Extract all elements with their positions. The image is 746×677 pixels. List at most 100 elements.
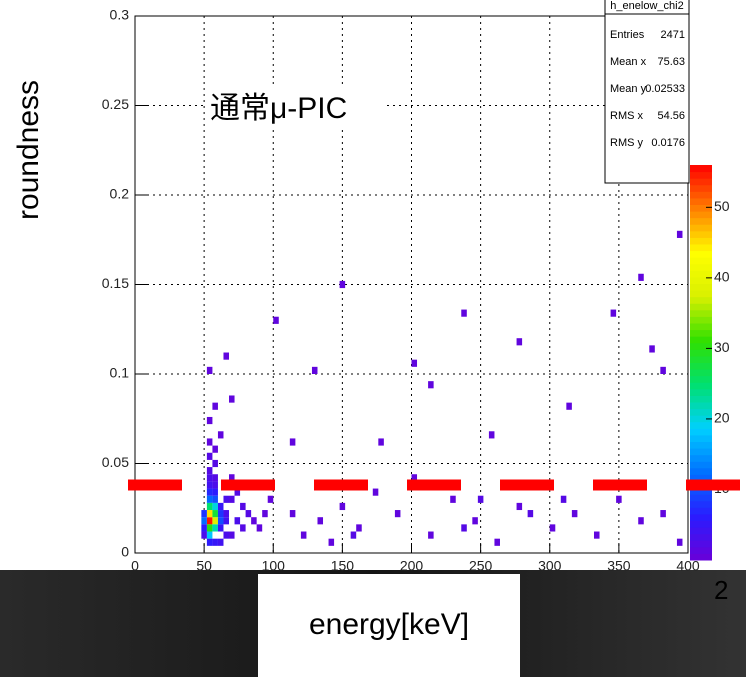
colorbar-segment xyxy=(690,303,712,311)
heatmap-cell xyxy=(251,517,257,525)
stats-name: Entries xyxy=(610,29,645,41)
colorbar-tick-label: 20 xyxy=(714,410,730,426)
colorbar-segment xyxy=(690,500,712,508)
colorbar-segment xyxy=(690,402,712,410)
colorbar-segment xyxy=(690,349,712,357)
heatmap-cell xyxy=(428,381,434,389)
colorbar-segment xyxy=(690,316,712,324)
heatmap-cell xyxy=(201,510,207,518)
colorbar-segment xyxy=(690,197,712,205)
heatmap-cell xyxy=(234,517,241,525)
heatmap-cell xyxy=(223,495,230,503)
heatmap-cell xyxy=(212,474,218,482)
heatmap-cell xyxy=(212,402,218,410)
y-tick-label: 0.1 xyxy=(110,365,130,381)
colorbar-segment xyxy=(690,441,712,449)
heatmap-cell xyxy=(660,510,666,518)
heatmap-cell xyxy=(649,345,655,353)
stats-value: 0.0176 xyxy=(651,137,685,149)
heatmap-cell xyxy=(289,438,296,446)
colorbar-segment xyxy=(690,382,712,390)
heatmap-cell xyxy=(201,531,207,539)
colorbar-segment xyxy=(690,461,712,469)
heatmap-cell xyxy=(516,338,523,346)
heatmap-cell xyxy=(256,524,263,532)
colorbar-segment xyxy=(690,263,712,271)
heatmap-cell xyxy=(411,359,418,367)
colorbar-segment xyxy=(690,421,712,429)
heatmap-cell xyxy=(571,510,578,518)
heatmap-cell xyxy=(229,495,235,503)
heatmap-cell xyxy=(339,502,346,511)
heatmap-cell xyxy=(461,524,467,532)
colorbar-segment xyxy=(690,540,712,548)
x-axis-label: energy[keV] xyxy=(309,608,469,641)
x-tick-label: 200 xyxy=(400,558,424,574)
heatmap-cell xyxy=(267,495,274,503)
x-tick-label: 350 xyxy=(607,558,631,574)
annotation: 通常μ-PIC xyxy=(210,92,347,125)
heatmap-cell xyxy=(217,524,224,532)
heatmap-cell xyxy=(610,309,617,317)
colorbar-segment xyxy=(690,448,712,456)
heatmap-cell xyxy=(566,402,572,410)
heatmap-cell xyxy=(477,495,484,503)
heatmap-cell xyxy=(217,510,224,518)
heatmap-cell xyxy=(212,538,218,546)
colorbar-segment xyxy=(690,513,712,521)
colorbar-segment xyxy=(690,428,712,436)
heatmap-cell xyxy=(229,395,235,403)
stats-value: 75.63 xyxy=(657,56,685,68)
y-tick-label: 0.25 xyxy=(102,96,129,112)
heatmap-cell xyxy=(300,531,307,539)
heatmap-cell xyxy=(616,495,622,503)
colorbar-segment xyxy=(690,329,712,337)
x-tick-label: 400 xyxy=(676,558,700,574)
heatmap-cell xyxy=(527,510,534,518)
stats-box xyxy=(604,0,690,184)
heatmap-cell xyxy=(206,510,213,518)
colorbar-segment xyxy=(690,296,712,304)
heatmap-cell xyxy=(494,538,500,546)
heatmap-cell xyxy=(289,510,296,518)
colorbar-segment xyxy=(690,165,712,173)
colorbar-segment xyxy=(690,546,712,554)
colorbar-segment xyxy=(690,244,712,252)
x-tick-label: 100 xyxy=(262,558,286,574)
stats-name: Mean x xyxy=(610,56,647,68)
heatmap-cell xyxy=(206,495,213,503)
y-tick-label: 0.2 xyxy=(110,186,130,202)
y-tick-label: 0.05 xyxy=(102,454,129,470)
colorbar-segment xyxy=(690,467,712,475)
heatmap-cell xyxy=(212,524,218,532)
heatmap-cell xyxy=(593,531,600,539)
colorbar-segment xyxy=(690,454,712,462)
colorbar-segment xyxy=(690,362,712,370)
heatmap-cell xyxy=(206,538,213,546)
heatmap-cell xyxy=(328,538,335,546)
colorbar-segment xyxy=(690,230,712,238)
colorbar-segment xyxy=(690,474,712,482)
heatmap-cell xyxy=(229,531,235,539)
heatmap-cell xyxy=(660,366,666,374)
colorbar-segment xyxy=(690,520,712,528)
heatmap-cell xyxy=(378,438,384,446)
colorbar-segment xyxy=(690,237,712,245)
heatmap-cell xyxy=(560,495,567,503)
stats-name: RMS y xyxy=(610,137,644,149)
heatmap-cell xyxy=(472,517,478,525)
x-tick-label: 300 xyxy=(538,558,562,574)
colorbar-segment xyxy=(690,276,712,284)
colorbar-segment xyxy=(690,217,712,225)
heatmap-cell xyxy=(201,524,207,532)
colorbar-segment xyxy=(690,434,712,442)
heatmap-cell xyxy=(206,416,213,425)
heatmap-cell xyxy=(212,502,218,511)
heatmap-cell xyxy=(240,524,246,532)
colorbar-segment xyxy=(690,355,712,363)
heatmap-cell xyxy=(201,517,207,525)
annotation-bg xyxy=(206,88,386,130)
y-tick-label: 0.15 xyxy=(102,275,129,291)
heatmap-cell xyxy=(317,517,324,525)
heatmap-cell xyxy=(350,531,357,539)
